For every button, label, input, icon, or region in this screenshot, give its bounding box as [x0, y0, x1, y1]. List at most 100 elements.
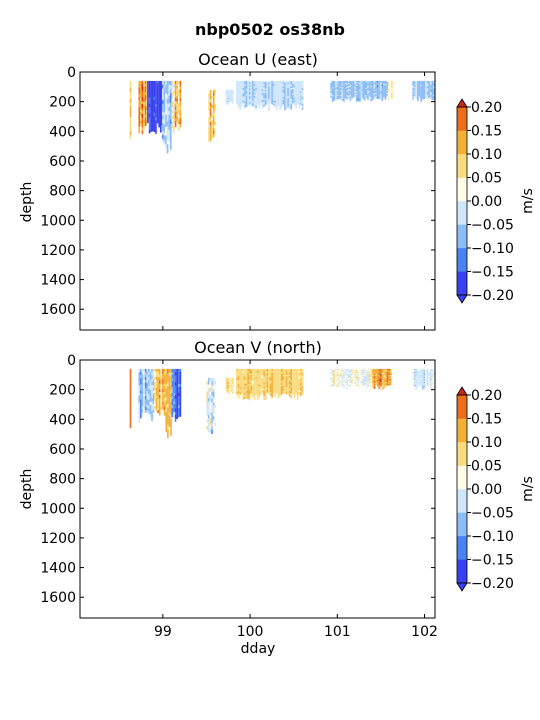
data-cell [208, 408, 210, 412]
data-cell [157, 404, 159, 408]
data-cell [293, 376, 296, 379]
data-cell [141, 110, 144, 115]
data-cell [377, 372, 379, 374]
data-cell [378, 368, 381, 371]
data-cell [354, 371, 356, 374]
data-cell [284, 95, 286, 98]
data-cell [239, 393, 241, 396]
data-cell [174, 382, 177, 386]
data-cell [271, 83, 273, 86]
data-cell [240, 391, 243, 394]
data-cell [250, 373, 253, 376]
data-cell [212, 383, 215, 387]
data-cell [264, 101, 267, 104]
data-cell [367, 85, 369, 88]
data-cell [343, 382, 345, 384]
data-cell [213, 113, 215, 117]
data-cell [413, 371, 416, 373]
colorbar-tick-label: −0.15 [471, 265, 514, 281]
data-cell [431, 381, 434, 383]
data-cell [349, 381, 352, 384]
data-cell [341, 94, 344, 96]
data-cell [140, 97, 142, 102]
data-cell [255, 380, 257, 383]
data-cell [386, 92, 388, 95]
data-cell [248, 396, 251, 399]
data-cell [370, 88, 372, 90]
data-cell [239, 95, 241, 98]
data-cell [381, 90, 384, 93]
data-cell [141, 374, 144, 378]
data-cell [146, 377, 149, 381]
data-cell [380, 385, 382, 387]
data-cell [380, 376, 382, 378]
data-cell [413, 375, 416, 377]
data-cell [225, 378, 228, 380]
data-cell [176, 396, 178, 401]
data-cell [138, 80, 141, 85]
data-cell [377, 382, 379, 384]
data-cell [423, 385, 426, 388]
data-cell [208, 100, 210, 104]
data-cell [209, 391, 212, 396]
data-cell [176, 101, 178, 104]
data-cell [376, 95, 379, 97]
data-cell [271, 381, 273, 384]
data-cell [213, 130, 215, 135]
data-cell [268, 384, 270, 387]
data-cell [423, 96, 426, 99]
data-cell [274, 95, 277, 98]
data-cell [165, 89, 167, 94]
data-cell [378, 385, 381, 387]
y-tick-label: 400 [49, 124, 76, 140]
data-cell [179, 95, 182, 99]
data-cell [357, 385, 360, 388]
data-cell [168, 383, 171, 388]
data-cell [179, 392, 182, 396]
data-cell [421, 372, 424, 375]
data-cell [162, 386, 164, 390]
data-cell [268, 80, 270, 84]
data-cell [211, 430, 213, 435]
y-tick-label: 400 [49, 412, 76, 428]
data-cell [228, 98, 231, 100]
data-cell [300, 98, 302, 101]
data-cell [296, 378, 299, 381]
data-cell [129, 109, 132, 114]
data-cell [338, 89, 340, 92]
data-cell [151, 124, 154, 129]
data-cell [383, 377, 385, 379]
data-cell [214, 398, 217, 403]
data-cell [331, 83, 334, 86]
data-cell [248, 390, 251, 393]
data-cell [150, 96, 152, 101]
data-cell [163, 100, 166, 106]
data-cell [148, 408, 150, 412]
data-cell [264, 97, 267, 100]
data-cell [211, 381, 213, 386]
data-cell [417, 88, 419, 90]
data-cell [232, 386, 234, 388]
data-cell [171, 395, 174, 400]
data-cell [339, 370, 342, 372]
data-cell [158, 106, 160, 111]
data-cell [383, 371, 385, 373]
data-cell [211, 388, 213, 393]
data-cell [341, 373, 344, 375]
data-cell [208, 103, 210, 108]
data-cell [429, 383, 432, 386]
data-cell [213, 101, 215, 105]
data-cell [386, 83, 388, 86]
data-cell [242, 374, 245, 377]
data-cell [351, 377, 353, 379]
data-cell [288, 370, 291, 373]
data-cell [381, 99, 384, 102]
data-cell [163, 368, 166, 373]
data-cell [152, 398, 155, 402]
data-cell [174, 405, 177, 409]
data-cell [349, 88, 352, 90]
data-cell [349, 382, 352, 385]
data-cell [173, 80, 175, 85]
data-cell [383, 96, 385, 98]
data-cell [426, 378, 429, 380]
